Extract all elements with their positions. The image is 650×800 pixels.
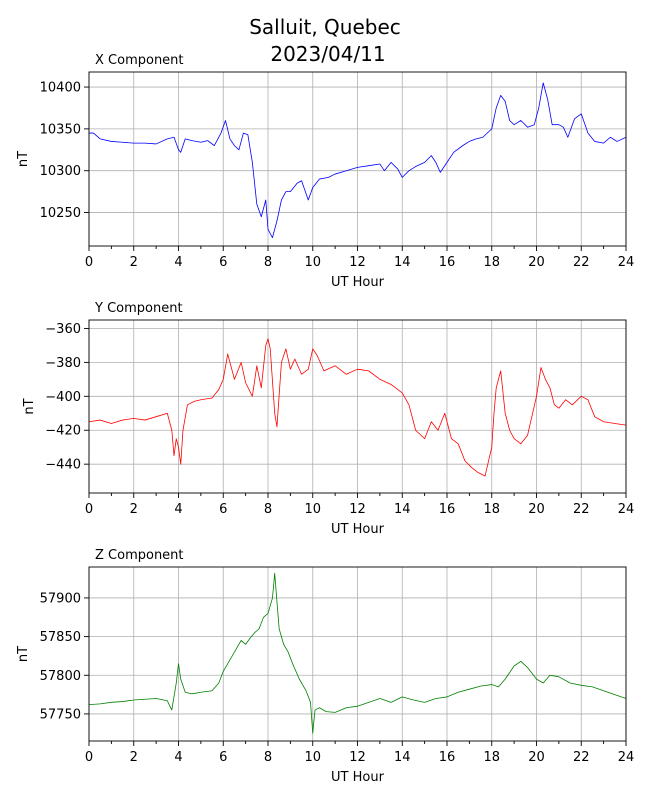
x-tick-label: 14: [394, 750, 411, 765]
x-tick-label: 16: [439, 255, 456, 270]
x-tick-label: 16: [439, 502, 456, 517]
x-tick-label: 0: [85, 502, 93, 517]
y-tick-label: 10400: [40, 81, 81, 96]
x-tick-label: 18: [483, 750, 500, 765]
y-tick-label: −440: [45, 458, 81, 473]
x-tick-label: 10: [304, 255, 321, 270]
panel-title: X Component: [95, 53, 184, 68]
figure-title-line1: Salluit, Quebec: [249, 15, 401, 39]
y-axis-label: nT: [22, 398, 37, 414]
series-line-x: [89, 82, 627, 239]
x-tick-label: 0: [85, 750, 93, 765]
y-tick-label: 57800: [40, 669, 81, 684]
panel-title: Y Component: [94, 301, 183, 316]
x-tick-label: 22: [573, 255, 590, 270]
y-tick-label: −360: [45, 322, 81, 337]
x-tick-label: 0: [85, 255, 93, 270]
y-tick-label: 10350: [40, 122, 81, 137]
x-tick-label: 24: [618, 255, 635, 270]
x-tick-label: 16: [439, 750, 456, 765]
x-tick-label: 14: [394, 502, 411, 517]
series-line-z: [88, 572, 627, 734]
y-axis-label: nT: [16, 646, 31, 662]
x-tick-label: 6: [219, 255, 227, 270]
x-tick-label: 2: [130, 750, 138, 765]
x-tick-label: 18: [483, 255, 500, 270]
x-tick-label: 14: [394, 255, 411, 270]
x-tick-label: 6: [219, 750, 227, 765]
x-tick-label: 2: [130, 255, 138, 270]
x-tick-label: 6: [219, 502, 227, 517]
y-tick-label: 10250: [40, 206, 81, 221]
y-tick-label: 57850: [40, 630, 81, 645]
x-tick-label: 8: [264, 255, 272, 270]
x-tick-label: 4: [174, 255, 182, 270]
x-tick-label: 8: [264, 502, 272, 517]
x-axis-label: UT Hour: [331, 770, 385, 785]
x-tick-label: 18: [483, 502, 500, 517]
panel-z-component: 0 2 4 6 8 10 12 14 16 18 20 22 245775057800578505790…: [16, 548, 634, 785]
x-tick-label: 24: [618, 502, 635, 517]
x-tick-label: 12: [349, 750, 366, 765]
x-tick-label: 4: [174, 502, 182, 517]
panel-x-component: 0 2 4 6 8 10 12 14 16 18 20 22 241025010300103501040…: [16, 53, 634, 290]
series-line-y: [88, 338, 627, 477]
x-axis-label: UT Hour: [331, 522, 385, 537]
x-tick-label: 20: [528, 502, 545, 517]
x-tick-label: 10: [304, 750, 321, 765]
y-tick-label: −420: [45, 424, 81, 439]
x-tick-label: 20: [528, 750, 545, 765]
x-tick-label: 10: [304, 502, 321, 517]
y-tick-label: −400: [45, 390, 81, 405]
panel-y-component: 0 2 4 6 8 10 12 14 16 18 20 22 24−440−420−400−380−36…: [22, 301, 634, 537]
y-tick-label: 57750: [40, 707, 81, 722]
y-tick-label: −380: [45, 356, 81, 371]
x-tick-label: 20: [528, 255, 545, 270]
panel-title: Z Component: [95, 548, 184, 563]
figure-title-line2: 2023/04/11: [270, 42, 385, 66]
x-tick-label: 2: [130, 502, 138, 517]
x-tick-label: 12: [349, 502, 366, 517]
x-tick-label: 22: [573, 502, 590, 517]
x-tick-label: 24: [618, 750, 635, 765]
x-tick-label: 22: [573, 750, 590, 765]
x-tick-label: 12: [349, 255, 366, 270]
x-tick-label: 8: [264, 750, 272, 765]
y-tick-label: 57900: [40, 591, 81, 606]
y-tick-label: 10300: [40, 164, 81, 179]
y-axis-label: nT: [16, 151, 31, 167]
x-axis-label: UT Hour: [331, 275, 385, 290]
x-tick-label: 4: [174, 750, 182, 765]
